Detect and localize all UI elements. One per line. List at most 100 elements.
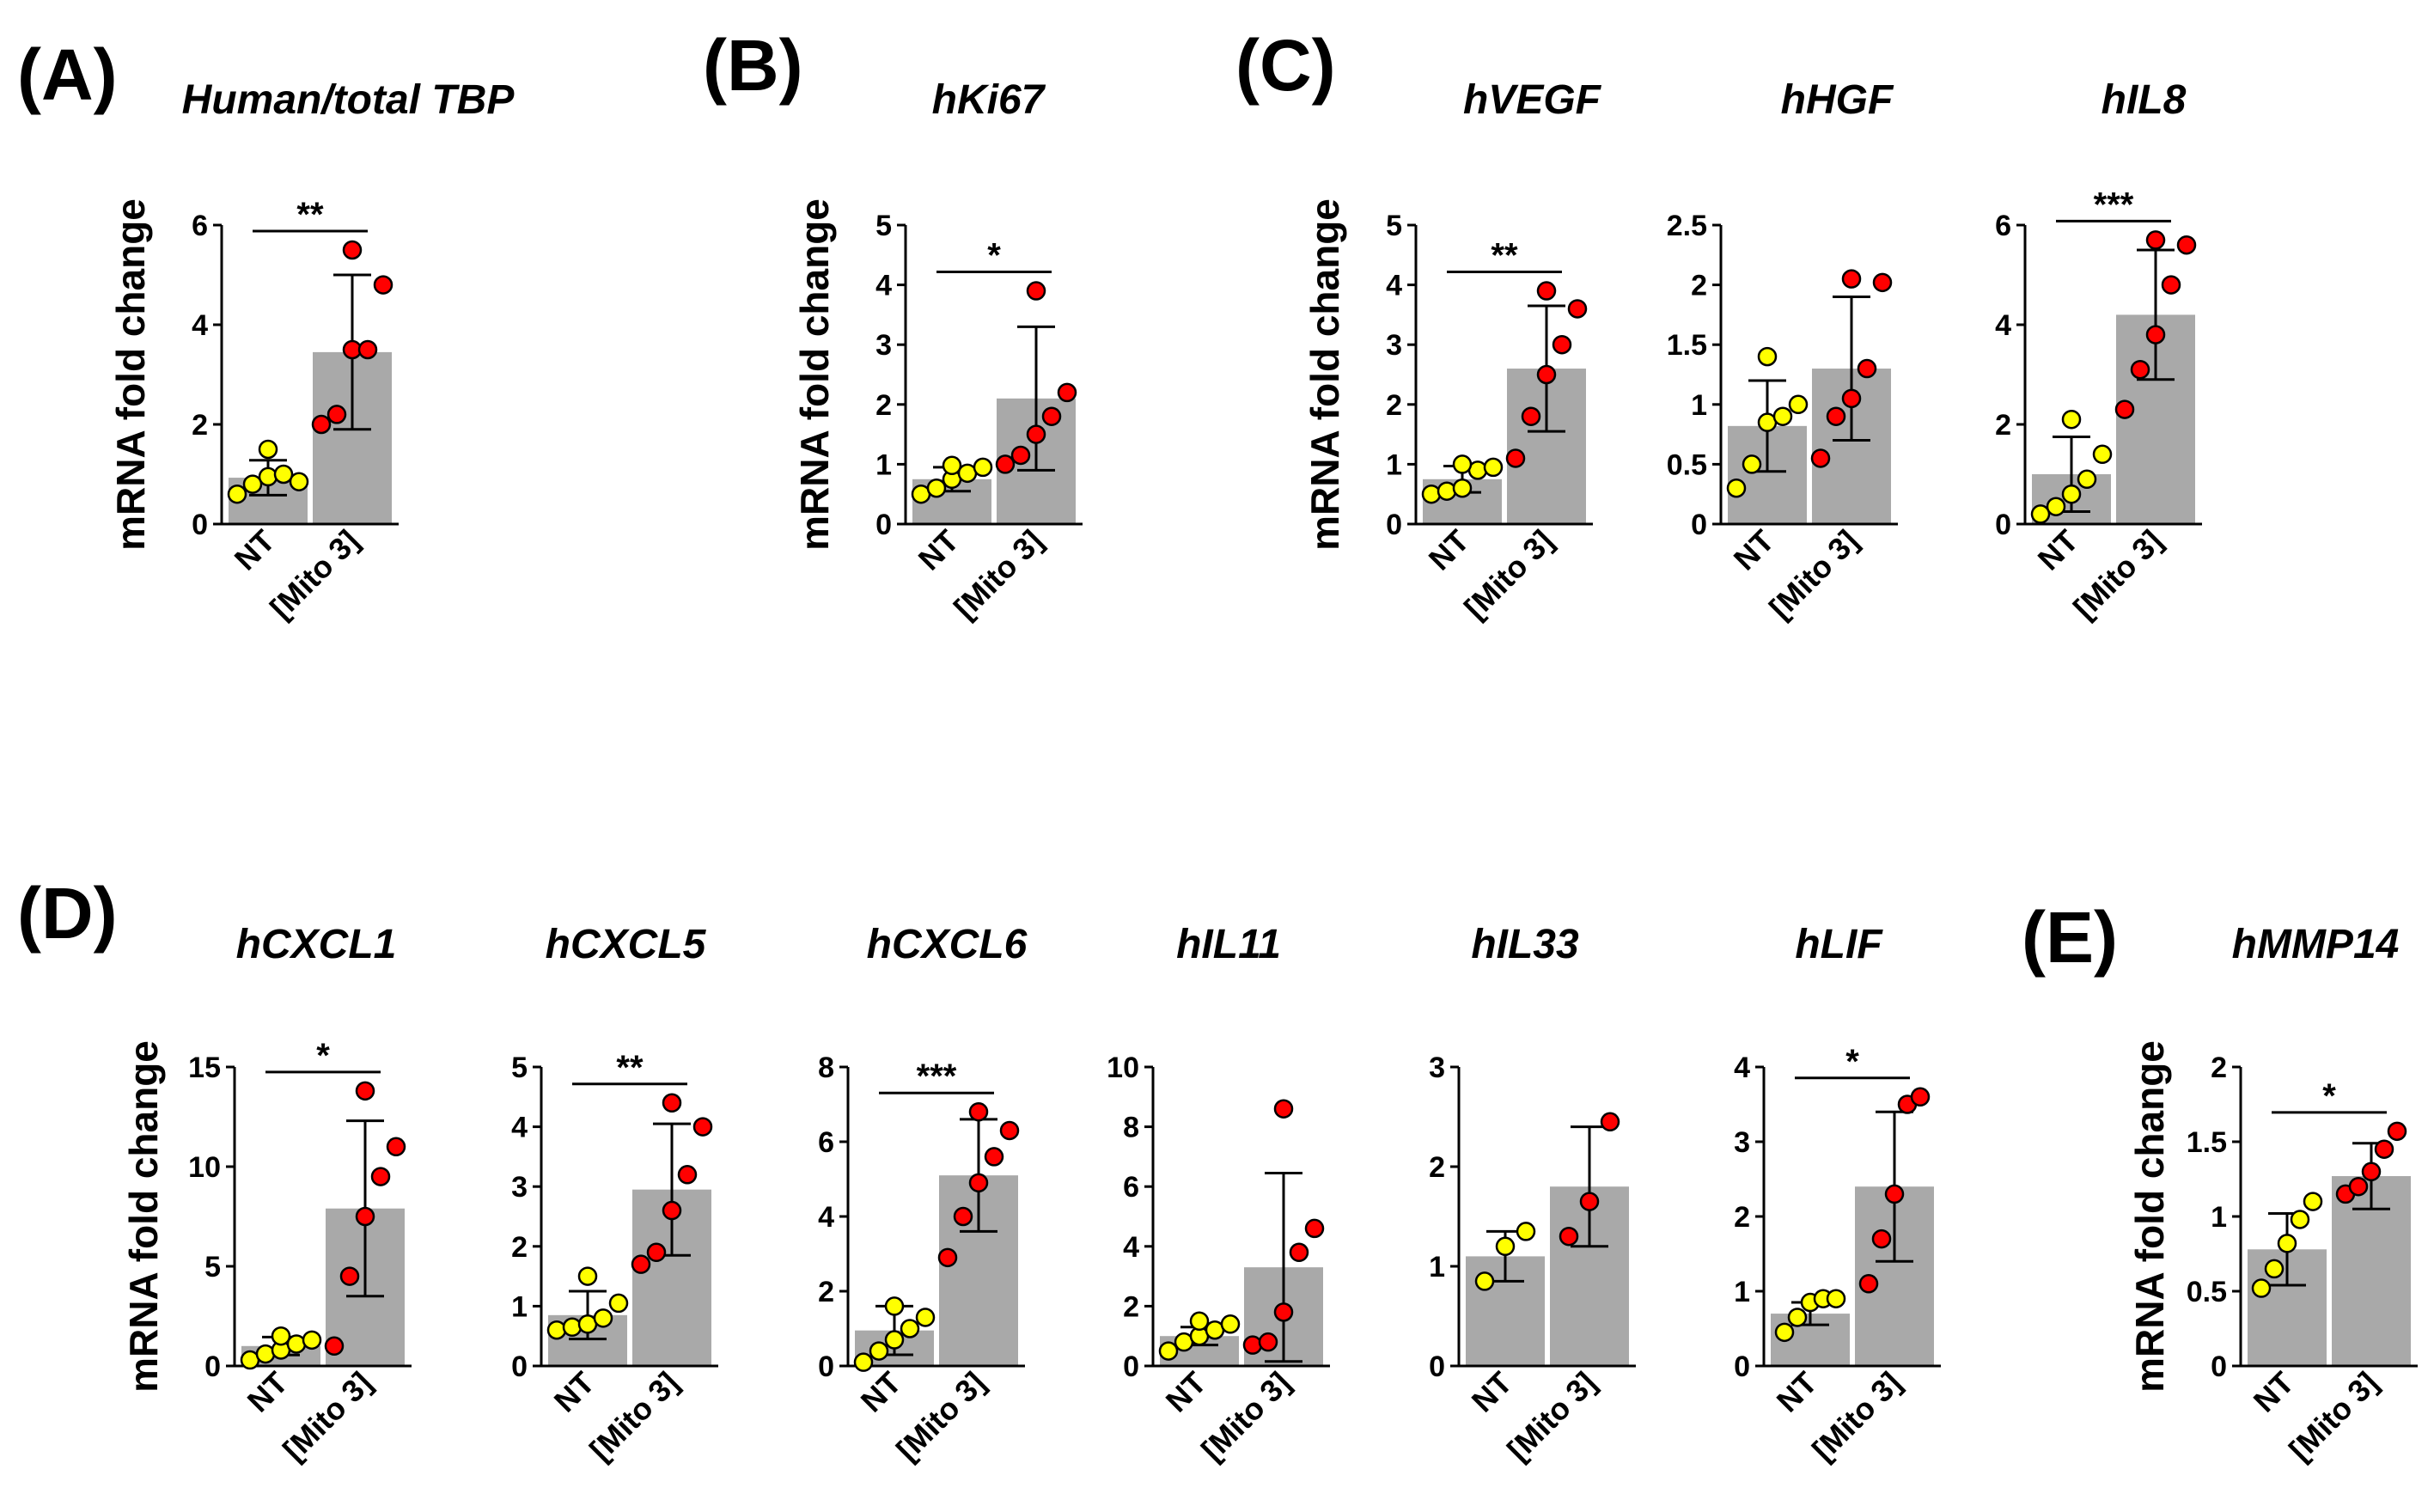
chart-title: hVEGF xyxy=(1463,77,1602,123)
panel-letter-c: (C) xyxy=(1235,25,1336,106)
data-point-mito3 xyxy=(1026,281,1046,301)
data-point-mito3 xyxy=(995,454,1016,474)
data-point-mito3 xyxy=(968,1173,989,1193)
data-point-mito3 xyxy=(662,1200,682,1221)
category-label: [Mito 3] xyxy=(1500,1365,1602,1467)
significance-label: *** xyxy=(917,1058,957,1095)
category-label: [Mito 3] xyxy=(583,1365,685,1467)
data-point-nt xyxy=(546,1320,567,1340)
data-point-mito3 xyxy=(1505,448,1526,468)
data-point-mito3 xyxy=(984,1147,1004,1167)
data-point-mito3 xyxy=(1536,281,1557,301)
chart-5: hIL8 0 2 4 6 NT[Mito 3] *** xyxy=(1995,77,2202,625)
y-tick-label: 1.5 xyxy=(1667,329,1707,362)
y-tick-label: 1 xyxy=(875,448,892,481)
data-point-nt xyxy=(869,1341,889,1361)
data-point-mito3 xyxy=(968,1101,989,1122)
data-point-nt xyxy=(577,1266,598,1286)
data-point-nt xyxy=(242,474,263,494)
y-tick-label: 2 xyxy=(1386,389,1402,422)
chart-10: hIL33 0 1 2 3 NT[Mito 3] xyxy=(1429,922,1636,1467)
y-tick-label: 15 xyxy=(188,1052,221,1084)
category-label: NT xyxy=(547,1365,601,1419)
significance-label: ** xyxy=(616,1049,644,1087)
data-point-mito3 xyxy=(1600,1112,1620,1132)
y-tick-label: 0 xyxy=(1691,509,1707,541)
data-point-mito3 xyxy=(1041,406,1062,426)
y-tick-label: 0 xyxy=(875,509,892,541)
y-tick-label: 8 xyxy=(1123,1112,1139,1144)
y-tick-label: 0.5 xyxy=(2187,1276,2227,1308)
category-label: [Mito 3] xyxy=(947,523,1049,625)
significance-label: ** xyxy=(296,196,324,234)
y-tick-label: 10 xyxy=(1107,1052,1139,1084)
data-point-nt xyxy=(1726,478,1747,498)
data-point-mito3 xyxy=(1536,364,1557,385)
y-tick-label: 3 xyxy=(1734,1126,1750,1159)
category-label: [Mito 3] xyxy=(889,1365,991,1467)
data-point-mito3 xyxy=(1242,1335,1263,1355)
y-tick-label: 0 xyxy=(1995,509,2011,541)
category-label: NT xyxy=(2031,523,2085,577)
data-point-nt xyxy=(900,1319,920,1338)
data-point-mito3 xyxy=(2145,325,2166,344)
y-tick-label: 4 xyxy=(192,309,208,342)
category-label: NT xyxy=(1422,523,1476,577)
data-point-mito3 xyxy=(311,414,332,435)
chart-11: hLIF 0 1 2 3 4 NT[Mito 3] * xyxy=(1734,922,1941,1467)
data-point-nt xyxy=(1189,1311,1210,1332)
chart-title: hCXCL6 xyxy=(867,922,1028,967)
y-tick-label: 5 xyxy=(1386,210,1402,242)
y-tick-label: 0 xyxy=(511,1350,528,1383)
data-point-mito3 xyxy=(324,1336,345,1357)
data-point-nt xyxy=(2030,504,2051,524)
y-tick-label: 0 xyxy=(1734,1350,1750,1383)
data-point-mito3 xyxy=(326,405,347,424)
chart-6: hCXCL1 mRNA fold change 0 5 10 15 NT[Mito 3] * xyxy=(121,922,412,1467)
chart-12: hMMP14 mRNA fold change 0 0.5 1 1.5 2 NT[Mito 3… xyxy=(2127,922,2418,1467)
data-point-mito3 xyxy=(1057,382,1077,403)
chart-title: hIL8 xyxy=(2102,77,2187,123)
chart-8: hCXCL6 0 2 4 6 8 NT[Mito 3] *** xyxy=(818,922,1028,1467)
y-tick-label: 6 xyxy=(1995,210,2011,242)
category-label: NT xyxy=(241,1365,295,1419)
data-point-mito3 xyxy=(1273,1302,1294,1322)
chart-title: hIL11 xyxy=(1176,922,1281,967)
y-tick-label: 4 xyxy=(1386,270,1402,302)
y-tick-label: 2 xyxy=(1691,270,1707,302)
category-label: [Mito 3] xyxy=(1194,1365,1296,1467)
data-point-mito3 xyxy=(342,240,363,260)
data-point-mito3 xyxy=(2161,275,2181,295)
data-point-nt xyxy=(884,1330,905,1350)
y-tick-label: 4 xyxy=(1995,309,2011,342)
data-point-nt xyxy=(1516,1222,1536,1241)
y-axis-label: mRNA fold change xyxy=(1302,198,1347,551)
data-point-nt xyxy=(227,484,247,504)
data-point-mito3 xyxy=(1521,406,1541,426)
chart-4: hHGF 0 0.5 1 1.5 2 2.5 NT[Mito 3] xyxy=(1667,77,1898,625)
data-point-mito3 xyxy=(953,1206,973,1227)
data-point-mito3 xyxy=(370,1167,391,1186)
y-tick-label: 1 xyxy=(1691,389,1707,422)
y-axis-label: mRNA fold change xyxy=(108,198,153,551)
y-tick-label: 2.5 xyxy=(1667,210,1707,242)
chart-title: hIL33 xyxy=(1471,922,1579,967)
y-tick-label: 2 xyxy=(2211,1052,2227,1084)
data-point-nt xyxy=(1772,406,1793,426)
chart-1: Human/total TBP mRNA fold change 0 2 4 6 NT[Mi… xyxy=(108,77,515,625)
data-point-mito3 xyxy=(1841,269,1862,289)
category-label: [Mito 3] xyxy=(2282,1365,2384,1467)
data-point-nt xyxy=(2046,497,2066,516)
data-point-nt xyxy=(273,464,294,485)
category-label: [Mito 3] xyxy=(1457,523,1559,625)
category-label: NT xyxy=(1727,523,1781,577)
y-tick-label: 5 xyxy=(511,1052,528,1084)
data-point-nt xyxy=(2061,484,2082,504)
data-point-mito3 xyxy=(1826,406,1846,426)
y-tick-label: 10 xyxy=(188,1151,221,1184)
data-point-mito3 xyxy=(677,1165,698,1185)
data-point-nt xyxy=(1452,478,1473,498)
data-point-nt xyxy=(2092,444,2113,465)
data-point-nt xyxy=(1757,346,1778,367)
